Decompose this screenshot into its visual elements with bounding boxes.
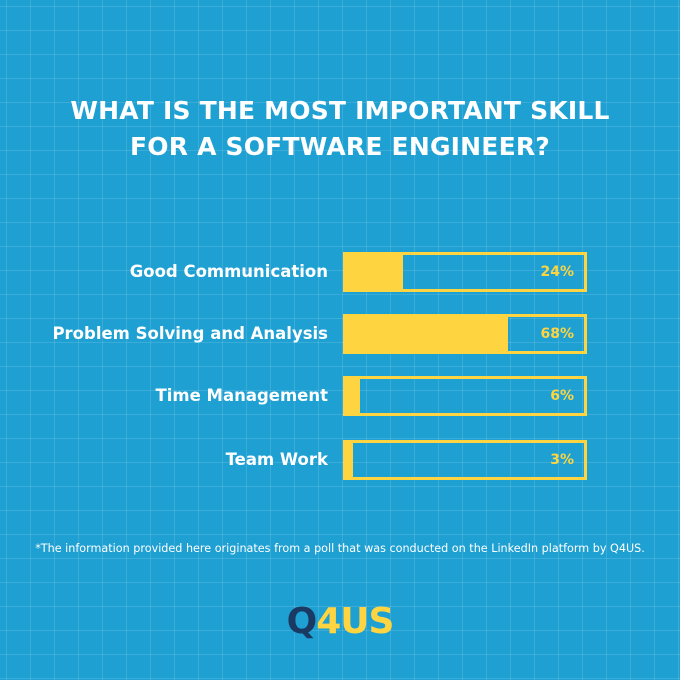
bar-track: 24% xyxy=(343,252,587,292)
category-label: Time Management xyxy=(155,386,329,405)
data-label: 68% xyxy=(540,326,574,342)
bar xyxy=(346,443,353,477)
category-label: Good Communication xyxy=(129,262,328,281)
bar xyxy=(346,379,360,413)
category-label: Problem Solving and Analysis xyxy=(52,324,328,343)
category-label: Team Work xyxy=(225,450,328,469)
q4us-logo: Q4US xyxy=(0,601,680,643)
logo-part-4us: 4US xyxy=(316,601,394,642)
data-label: 24% xyxy=(540,264,574,280)
chart-title-line-1: WHAT IS THE MOST IMPORTANT SKILL xyxy=(70,96,610,125)
bar-track: 6% xyxy=(343,376,587,416)
bar-track: 3% xyxy=(343,440,587,480)
data-label: 3% xyxy=(550,452,574,468)
bar-track: 68% xyxy=(343,314,587,354)
logo-part-q: Q xyxy=(286,601,318,642)
chart-title: WHAT IS THE MOST IMPORTANT SKILL FOR A S… xyxy=(0,93,680,165)
bar xyxy=(346,255,403,289)
footnote: *The information provided here originate… xyxy=(35,542,645,555)
chart-title-line-2: FOR A SOFTWARE ENGINEER? xyxy=(129,132,550,161)
data-label: 6% xyxy=(550,388,574,404)
bar xyxy=(346,317,508,351)
